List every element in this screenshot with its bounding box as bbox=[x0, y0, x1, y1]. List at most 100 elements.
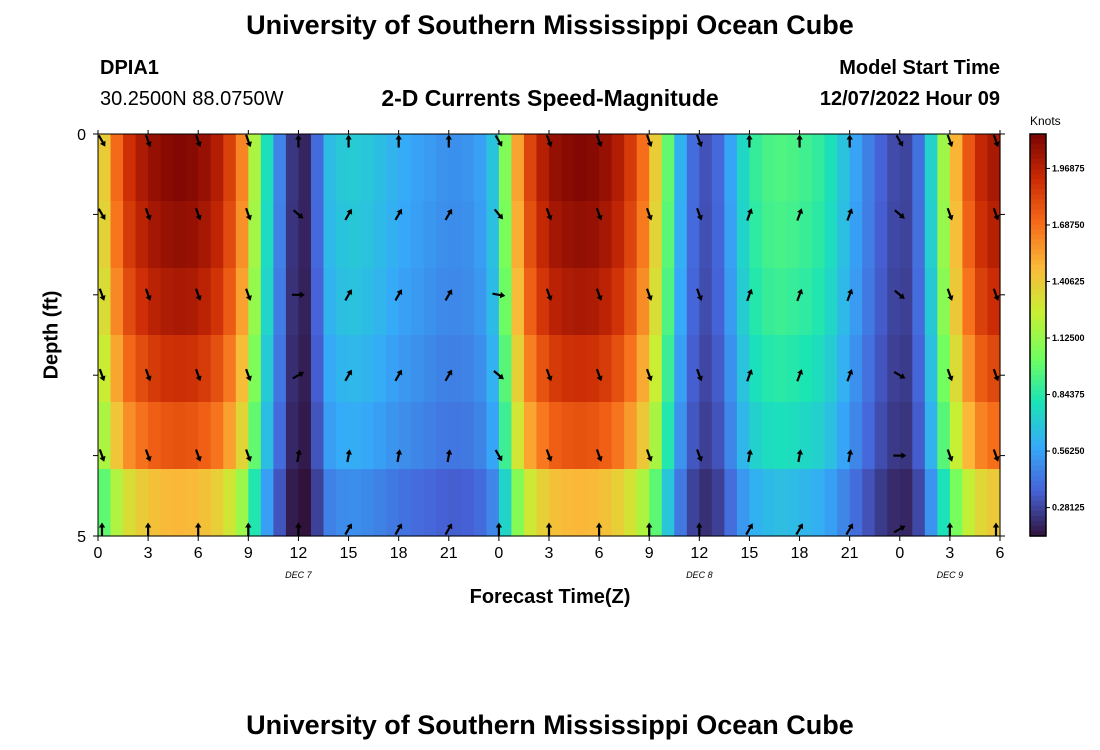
colorbar-segment bbox=[1030, 154, 1046, 160]
heatmap-cell bbox=[210, 134, 224, 202]
heatmap-cell bbox=[273, 469, 287, 537]
colorbar-frame bbox=[1029, 133, 1047, 537]
colorbar-segment bbox=[1030, 224, 1046, 231]
heatmap-cell bbox=[749, 335, 763, 403]
current-vector-arrow bbox=[746, 288, 753, 302]
heatmap-cell bbox=[398, 402, 412, 470]
heatmap-cell bbox=[674, 402, 688, 470]
current-vector-arrow bbox=[893, 370, 906, 379]
heatmap-cell bbox=[386, 335, 400, 403]
heatmap-cell bbox=[649, 134, 663, 202]
current-vector-arrow bbox=[946, 207, 954, 221]
heatmap-cell bbox=[523, 134, 538, 202]
heatmap-cell bbox=[436, 469, 450, 537]
heatmap-cell bbox=[937, 469, 951, 537]
heatmap-cell bbox=[586, 201, 600, 269]
heatmap-cell bbox=[912, 402, 926, 470]
current-vector-arrow bbox=[245, 522, 252, 536]
heatmap-cell bbox=[148, 268, 162, 336]
heatmap-cell bbox=[937, 402, 951, 470]
heatmap-cell bbox=[561, 201, 575, 269]
heatmap-cell bbox=[461, 134, 475, 202]
heatmap-cell bbox=[899, 134, 913, 202]
heatmap-cell bbox=[711, 402, 725, 470]
heatmap-cell bbox=[336, 134, 350, 202]
heatmap-cell bbox=[198, 201, 212, 269]
current-vector-arrow bbox=[144, 134, 152, 148]
heatmap-cell bbox=[511, 469, 525, 537]
colorbar-segment bbox=[1030, 259, 1046, 266]
current-vector-arrow bbox=[194, 449, 202, 462]
model-start-value: 12/07/2022 Hour 09 bbox=[819, 88, 1000, 110]
heatmap-cell bbox=[561, 268, 575, 336]
heatmap-cell bbox=[761, 402, 776, 470]
heatmap-cell bbox=[699, 469, 713, 537]
heatmap-cell bbox=[198, 268, 212, 336]
date-label: DEC 8 bbox=[686, 570, 713, 580]
colorbar-segment bbox=[1030, 505, 1046, 512]
heatmap-cell bbox=[837, 335, 851, 403]
heatmap-cell bbox=[624, 335, 638, 403]
x-tick-label: 15 bbox=[741, 545, 759, 562]
heatmap-cell bbox=[210, 268, 224, 336]
heatmap-cell bbox=[611, 134, 625, 202]
heatmap-cell bbox=[361, 201, 375, 269]
heatmap-cell bbox=[661, 469, 675, 537]
model-start-label: Model Start Time bbox=[839, 57, 1000, 79]
heatmap-cell bbox=[974, 402, 989, 470]
current-vector-arrow bbox=[194, 207, 202, 221]
heatmap-cell bbox=[210, 402, 224, 470]
colorbar-segment bbox=[1030, 445, 1046, 452]
heatmap-cell bbox=[323, 402, 337, 470]
heatmap-cell bbox=[398, 201, 412, 269]
current-vector-arrow bbox=[291, 291, 305, 298]
heatmap-cell bbox=[599, 268, 613, 336]
current-vector-arrow bbox=[645, 449, 653, 462]
colorbar-segment bbox=[1030, 440, 1046, 447]
heatmap-cell bbox=[473, 134, 487, 202]
current-vector-arrow bbox=[846, 449, 854, 463]
heatmap-cell bbox=[599, 335, 613, 403]
heatmap-cell bbox=[636, 201, 650, 269]
heatmap-cell bbox=[799, 469, 813, 537]
current-vector-arrow bbox=[444, 369, 453, 382]
colorbar-segment bbox=[1030, 430, 1046, 437]
current-vector-arrow bbox=[846, 134, 853, 148]
chart-title: 2-D Currents Speed-Magnitude bbox=[381, 85, 719, 111]
heatmap-cell bbox=[824, 402, 838, 470]
heatmap-cell bbox=[924, 268, 938, 336]
heatmap-cell bbox=[473, 402, 487, 470]
heatmap-cell bbox=[348, 335, 362, 403]
heatmap-cell bbox=[812, 134, 826, 202]
x-tick-label: 6 bbox=[595, 545, 604, 562]
current-vector-arrow bbox=[846, 208, 854, 221]
colorbar-segment bbox=[1030, 229, 1046, 236]
colorbar-segment bbox=[1030, 209, 1046, 216]
current-vector-arrow bbox=[645, 368, 653, 382]
heatmap-cell bbox=[912, 201, 926, 269]
heatmap-cell bbox=[824, 268, 838, 336]
colorbar-segment bbox=[1030, 525, 1046, 532]
heatmap-cell bbox=[473, 335, 487, 403]
current-vector-arrow bbox=[795, 523, 804, 536]
heatmap-cell bbox=[674, 134, 688, 202]
heatmap-cell bbox=[135, 201, 149, 269]
heatmap-cell bbox=[761, 201, 776, 269]
current-vector-arrow bbox=[492, 291, 506, 299]
heatmap-cell bbox=[523, 469, 538, 537]
heatmap-cell bbox=[160, 469, 174, 537]
heatmap-cell bbox=[148, 201, 162, 269]
heatmap-cell bbox=[787, 134, 801, 202]
colorbar-segment bbox=[1030, 410, 1046, 417]
heatmap-cell bbox=[461, 402, 475, 470]
heatmap-cell bbox=[223, 201, 237, 269]
heatmap-cell bbox=[586, 469, 600, 537]
current-vector-arrow bbox=[245, 288, 252, 301]
current-vector-arrow bbox=[295, 134, 302, 148]
heatmap-cell bbox=[561, 335, 575, 403]
heatmap-cell bbox=[260, 469, 274, 537]
heatmap-cell bbox=[123, 268, 137, 336]
heatmap-cell bbox=[298, 469, 312, 537]
heatmap-cell bbox=[862, 469, 876, 537]
heatmap-cell bbox=[636, 469, 650, 537]
